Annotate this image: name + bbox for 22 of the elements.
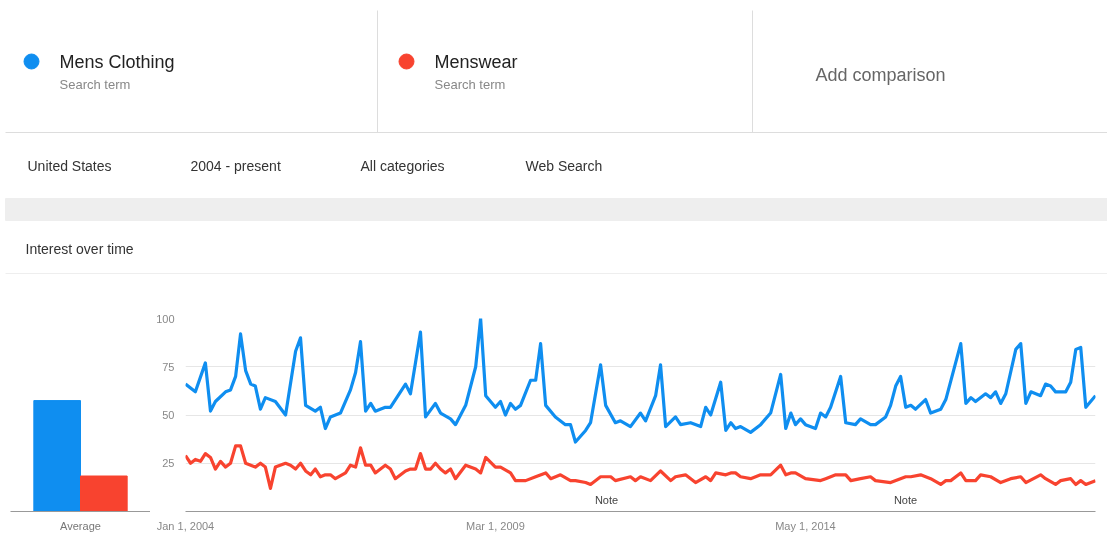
x-tick-label: Average [60,519,101,532]
y-tick-label: 100 [156,312,175,325]
text: 2004 - present [190,157,281,174]
y-tick-label: 25 [162,457,175,470]
legend-label: Menswear [434,51,518,72]
x-tick-label: Mar 1, 2009 [466,519,525,532]
text: United States [27,157,112,174]
text: Add comparison [815,64,946,85]
line-series [185,318,1096,444]
text: All categories [360,157,445,174]
text: Web Search [525,157,603,174]
y-tick-label: 50 [162,409,175,421]
x-tick-label: May 1, 2014 [775,519,836,532]
text: Search term [59,77,131,92]
legend-label: Mens Clothing [59,51,175,72]
y-tick-label: 75 [162,360,175,373]
text: Search term [434,77,506,92]
annotation: Note [893,493,918,506]
x-tick-label: Jan 1, 2004 [156,519,215,532]
chart-title: Interest over time [25,240,134,257]
annotation: Note [594,493,619,506]
line-series [185,444,1096,490]
